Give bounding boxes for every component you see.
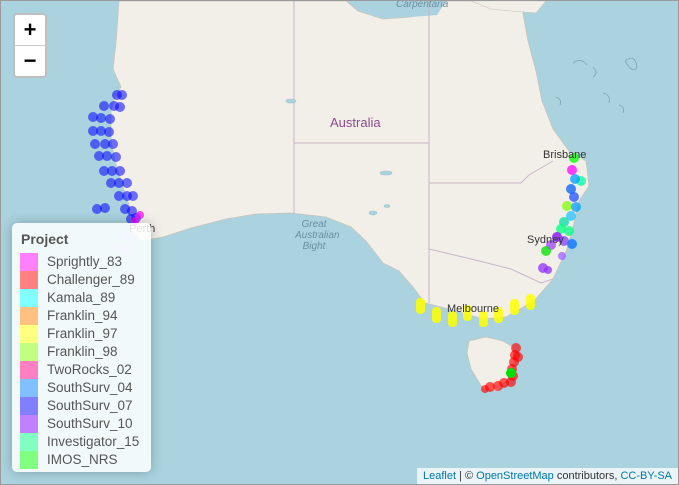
attribution-contributors: contributors, — [553, 470, 621, 482]
attribution: Leaflet | © OpenStreetMap contributors, … — [416, 468, 678, 484]
survey-points-tasmania — [481, 343, 523, 393]
leaflet-link[interactable]: Leaflet — [422, 470, 456, 482]
legend-swatch — [20, 271, 38, 289]
bight-label-line-3: Bight — [302, 241, 326, 252]
legend-item: Kamala_89 — [20, 289, 148, 307]
melbourne-label: Melbourne — [447, 303, 499, 315]
legend-item: IMOS_NRS — [20, 451, 148, 469]
legend-swatch — [20, 361, 38, 379]
australia-landmass — [110, 1, 590, 320]
northern-island — [470, 1, 547, 14]
survey-points-west — [88, 90, 141, 224]
zoom-in-button[interactable]: + — [23, 17, 37, 42]
legend: Project Sprightly_83 Challenger_89 Kamala_… — [12, 223, 151, 472]
survey-points-south — [416, 294, 535, 327]
survey-points-east — [538, 153, 586, 274]
legend-label: Challenger_89 — [47, 272, 135, 287]
legend-swatch — [20, 379, 38, 397]
legend-swatch — [20, 289, 38, 307]
zoom-control: + − — [13, 13, 47, 78]
gulf-water — [383, 1, 446, 17]
legend-swatch — [20, 433, 38, 451]
legend-item: Sprightly_83 — [20, 253, 148, 271]
state-borders — [293, 1, 554, 303]
legend-swatch — [20, 307, 38, 325]
legend-item: SouthSurv_04 — [20, 379, 148, 397]
legend-item: Investigator_15 — [20, 433, 148, 451]
legend-swatch — [20, 325, 38, 343]
reefs — [555, 57, 638, 114]
legend-label: Franklin_94 — [47, 308, 118, 323]
bight-label-line-1: Great — [301, 219, 327, 230]
legend-label: Kamala_89 — [47, 290, 116, 305]
legend-label: Franklin_98 — [47, 344, 118, 359]
country-label: Australia — [330, 115, 381, 130]
legend-label: SouthSurv_04 — [47, 380, 133, 395]
legend-label: TwoRocks_02 — [47, 362, 132, 377]
legend-label: Sprightly_83 — [47, 254, 123, 269]
legend-label: IMOS_NRS — [47, 452, 118, 467]
bight-label: Great Australian Bight — [295, 219, 340, 252]
legend-swatch — [20, 451, 38, 469]
osm-link[interactable]: OpenStreetMap — [476, 470, 554, 482]
legend-title: Project — [21, 231, 69, 247]
attribution-separator: | © — [456, 470, 477, 482]
legend-label: SouthSurv_10 — [47, 416, 133, 431]
zoom-out-button[interactable]: − — [15, 45, 45, 76]
legend-label: Investigator_15 — [47, 434, 140, 449]
legend-label: SouthSurv_07 — [47, 398, 133, 413]
legend-swatch — [20, 415, 38, 433]
lakes — [285, 98, 393, 216]
sydney-label: Sydney — [527, 234, 564, 246]
legend-label: Franklin_97 — [47, 326, 118, 341]
bight-label-line-2: Australian — [295, 230, 340, 241]
legend-item: Franklin_98 — [20, 343, 148, 361]
legend-item: Franklin_97 — [20, 325, 148, 343]
legend-item: Franklin_94 — [20, 307, 148, 325]
legend-item: Challenger_89 — [20, 271, 148, 289]
legend-item: TwoRocks_02 — [20, 361, 148, 379]
carpentaria-label: Carpentaria — [396, 0, 449, 10]
legend-swatch — [20, 343, 38, 361]
legend-swatch — [20, 253, 38, 271]
license-link[interactable]: CC-BY-SA — [620, 470, 672, 482]
legend-item: SouthSurv_10 — [20, 415, 148, 433]
brisbane-label: Brisbane — [543, 149, 587, 161]
legend-item: SouthSurv_07 — [20, 397, 148, 415]
legend-swatch — [20, 397, 38, 415]
tasmania-nrs-point — [506, 368, 516, 378]
